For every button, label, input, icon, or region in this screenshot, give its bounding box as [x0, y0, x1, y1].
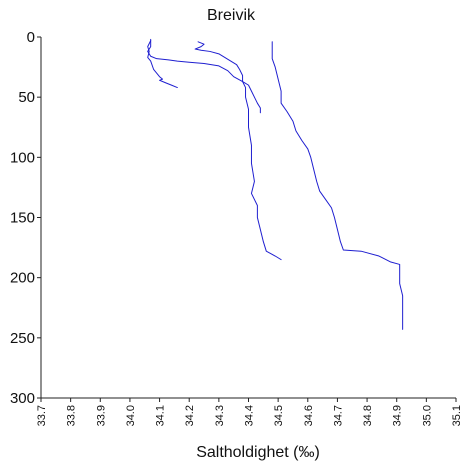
profile-line-3	[194, 41, 282, 261]
x-tick-label: 35.1	[451, 405, 463, 426]
x-tick-label: 35.0	[421, 405, 433, 426]
y-tick-label: 300	[10, 390, 35, 407]
x-tick-label: 33.9	[95, 405, 107, 426]
y-tick-label: 250	[10, 330, 35, 347]
x-tick-label: 34.4	[244, 405, 256, 426]
chart-title: Breivik	[207, 7, 256, 24]
x-tick-label: 34.3	[214, 405, 226, 426]
x-axis-label: Saltholdighet (‰)	[196, 444, 320, 461]
x-tick-label: 33.7	[36, 405, 48, 426]
y-tick-label: 200	[10, 270, 35, 287]
profile-line-4	[271, 41, 404, 330]
x-tick-label: 34.7	[332, 405, 344, 426]
x-tick-label: 34.5	[273, 405, 285, 426]
profile-line-1	[147, 40, 178, 89]
y-tick-label: 0	[27, 29, 35, 46]
y-tick-label: 100	[10, 149, 35, 166]
profile-line-2	[147, 38, 261, 114]
x-tick-label: 33.8	[66, 405, 78, 426]
x-tick-label: 34.1	[155, 405, 167, 426]
y-tick-label: 150	[10, 210, 35, 227]
x-tick-label: 34.8	[362, 405, 374, 426]
x-tick-label: 34.0	[125, 405, 137, 426]
x-tick-label: 34.9	[392, 405, 404, 426]
x-tick-label: 34.6	[303, 405, 315, 426]
x-tick-label: 34.2	[184, 405, 196, 426]
y-tick-label: 50	[18, 89, 35, 106]
